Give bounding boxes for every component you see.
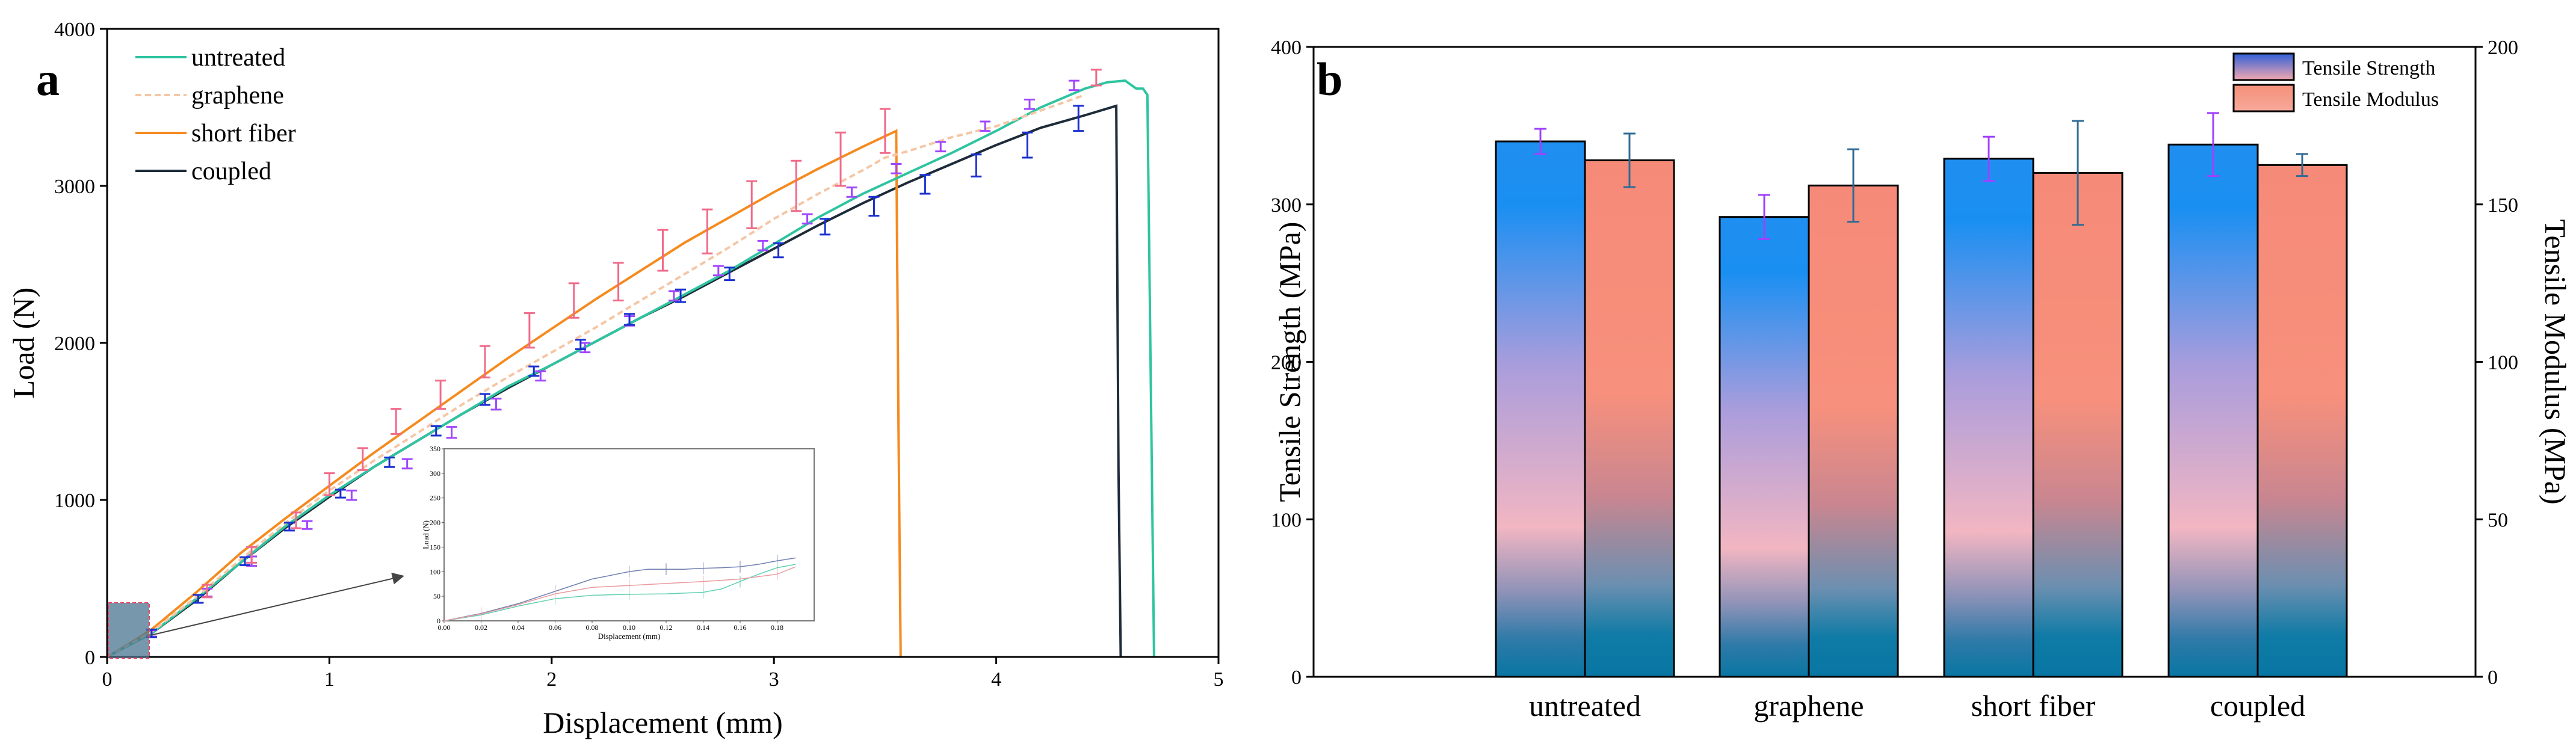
x-tick-label: 2 <box>546 668 557 691</box>
right-y-tick-label: 100 <box>2488 352 2518 374</box>
inset-y-axis-title: Load (N) <box>421 520 430 549</box>
inset-x-tick-label: 0.04 <box>512 623 525 632</box>
bar-tensile-modulus-coupled <box>2256 164 2348 678</box>
left-y-tick-label: 300 <box>1271 194 1302 217</box>
inset-x-tick-label: 0.00 <box>438 623 451 632</box>
inset-y-tick-label: 200 <box>430 519 440 527</box>
bar-tensile-strength-short-fiber <box>1943 158 2034 678</box>
bar-tensile-strength-coupled <box>2167 143 2259 678</box>
left-y-tick-label: 400 <box>1271 37 1302 59</box>
inset-x-tick-label: 0.18 <box>771 623 783 632</box>
right-y-tick-label: 150 <box>2488 194 2518 217</box>
inset-x-tick-label: 0.08 <box>586 623 599 632</box>
y-tick-label: 0 <box>85 647 95 669</box>
legend-label: Tensile Strength <box>2302 57 2435 79</box>
category-label: coupled <box>2210 689 2305 723</box>
legend-label: untreated <box>191 44 285 72</box>
legend-swatch-tensile-strength <box>2232 52 2295 81</box>
panel-a-plot-frame <box>106 28 1220 658</box>
y-tick-label: 2000 <box>54 333 95 355</box>
right-y-tick-label: 200 <box>2488 37 2518 59</box>
bar-tensile-strength-untreated <box>1495 140 1586 678</box>
zoom-arrow <box>150 572 404 636</box>
panel-b-right-y-axis-title: Tensile Modulus (MPa) <box>2539 219 2572 504</box>
panel-a-error-bars <box>146 69 1102 638</box>
inset-plot: 0.00 0.02 0.04 0.06 0.08 0.10 0.12 0.14 0.16 0.18… <box>421 445 815 641</box>
legend-label: Tensile Modulus <box>2302 88 2439 111</box>
left-y-tick-label: 0 <box>1291 667 1302 689</box>
left-y-tick-label: 200 <box>1271 352 1302 374</box>
panel-b-legend: Tensile Strength Tensile Modulus <box>2232 52 2439 112</box>
inset-y-tick-label: 250 <box>430 494 440 502</box>
panel-b-axes: 0 100 200 300 400 0 50 100 150 200 <box>1271 37 2518 689</box>
inset-x-tick-label: 0.06 <box>549 623 561 632</box>
inset-y-tick-label: 350 <box>430 445 440 453</box>
panel-b-bars <box>1495 140 2348 678</box>
left-y-tick-label: 100 <box>1271 509 1302 531</box>
panel-b: b 0 100 200 300 400 0 50 100 150 200 Tensile Stre… <box>1271 37 2572 723</box>
category-label: short fiber <box>1971 689 2096 723</box>
right-y-tick-label: 50 <box>2488 509 2508 531</box>
x-tick-label: 1 <box>324 668 335 691</box>
legend-swatch-tensile-modulus <box>2232 84 2295 112</box>
legend-label: coupled <box>191 158 271 185</box>
x-tick-label: 4 <box>991 668 1001 691</box>
inset-y-tick-label: 300 <box>430 469 440 478</box>
panel-b-y-axis-title: Tensile Strength (MPa) <box>1273 222 1306 502</box>
category-label: graphene <box>1753 689 1864 723</box>
right-y-tick-label: 0 <box>2488 667 2498 689</box>
x-tick-label: 5 <box>1214 668 1224 691</box>
panel-a-y-axis-title: Load (N) <box>7 288 40 399</box>
y-tick-label: 1000 <box>54 490 95 512</box>
inset-x-tick-label: 0.14 <box>697 623 709 632</box>
legend-label: short fiber <box>191 120 296 147</box>
legend-label: graphene <box>191 82 284 109</box>
inset-y-tick-label: 150 <box>430 543 440 551</box>
category-label: untreated <box>1529 689 1641 723</box>
y-tick-label: 3000 <box>54 176 95 198</box>
inset-y-tick-label: 100 <box>430 567 440 576</box>
panel-a-x-axis-title: Displacement (mm) <box>543 706 783 739</box>
bar-tensile-modulus-short-fiber <box>2032 171 2124 678</box>
y-tick-label: 4000 <box>54 19 95 41</box>
x-tick-label: 3 <box>769 668 779 691</box>
panel-b-category-labels: untreated graphene short fiber coupled <box>1529 689 2305 723</box>
inset-y-tick-label: 0 <box>437 617 440 625</box>
x-tick-label: 0 <box>102 668 113 691</box>
inset-series-untreated <box>443 564 796 621</box>
inset-x-axis-title: Displacement (mm) <box>598 632 661 641</box>
bar-tensile-modulus-untreated <box>1584 159 1675 678</box>
zoom-region-box <box>108 602 150 659</box>
inset-x-tick-label: 0.02 <box>475 623 487 632</box>
panel-a-letter: a <box>36 53 60 105</box>
inset-x-tick-label: 0.16 <box>734 623 747 632</box>
inset-y-tick-label: 50 <box>433 592 440 600</box>
series-line-graphene <box>107 93 1086 658</box>
panel-b-error-bars <box>1534 112 2308 240</box>
bar-tensile-modulus-graphene <box>1808 184 1899 678</box>
panel-b-letter: b <box>1317 53 1342 105</box>
inset-x-tick-label: 0.12 <box>660 623 673 632</box>
panel-b-plot-frame <box>1312 46 2477 678</box>
inset-x-tick-label: 0.10 <box>623 623 635 632</box>
bar-tensile-strength-graphene <box>1719 216 1810 678</box>
panel-a-legend: untreated graphene short fiber coupled <box>135 44 296 185</box>
